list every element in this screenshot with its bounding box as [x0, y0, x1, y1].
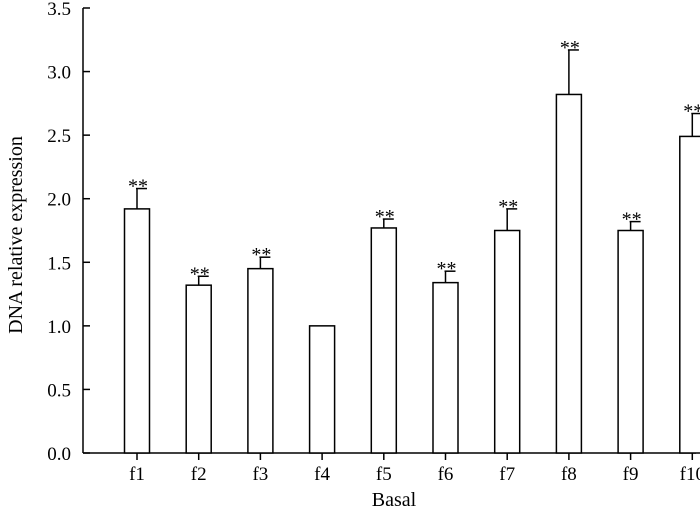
bar: [493, 229, 521, 454]
bars: ** ** ** ** ** ** ** ** **: [123, 37, 700, 454]
bar: [185, 284, 212, 454]
bar: [123, 208, 151, 454]
significance-label: **: [375, 206, 395, 228]
x-tick-label: f3: [252, 464, 268, 485]
bar: [432, 281, 459, 454]
y-tick-label: 3.0: [47, 63, 71, 84]
significance-label: **: [498, 196, 518, 218]
y-tick-label: 0.5: [47, 380, 71, 401]
significance-label: **: [437, 258, 457, 280]
y-axis-title: DNA relative expression: [5, 136, 27, 334]
x-tick-label: f7: [499, 464, 515, 485]
significance-label: **: [190, 263, 210, 285]
x-tick-label: f9: [623, 464, 639, 485]
y-axis: 0.0 0.5 1.0 1.5 2.0 2.5 3.0 3.5: [47, 0, 90, 465]
significance-label: **: [251, 244, 271, 266]
y-tick-label: 0.0: [47, 444, 71, 465]
bar: [308, 325, 336, 454]
x-tick-label: f1: [129, 464, 145, 485]
significance-label: **: [622, 209, 642, 231]
significance-label: **: [128, 176, 148, 198]
x-tick-label: f10: [680, 464, 700, 485]
x-tick-label: f2: [191, 464, 207, 485]
y-tick-label: 1.0: [47, 317, 71, 338]
bar: [370, 227, 398, 454]
x-tick-label: f6: [438, 464, 454, 485]
y-tick-label: 3.5: [47, 0, 71, 20]
y-tick-label: 2.5: [47, 126, 71, 147]
y-tick-label: 1.5: [47, 253, 71, 274]
x-tick-label: f4: [314, 464, 330, 485]
x-tick-label: f5: [376, 464, 392, 485]
significance-label: **: [683, 101, 700, 123]
bar: [679, 135, 700, 454]
bar: [247, 267, 274, 454]
x-tick-label: f8: [561, 464, 577, 485]
y-tick-label: 2.0: [47, 190, 71, 211]
x-axis-title: Basal: [372, 489, 417, 511]
x-axis: f1 f2 f3 f4 f5 f6 f7 f8 f9 f10: [83, 452, 700, 485]
significance-label: **: [560, 37, 580, 59]
bar: [555, 93, 583, 454]
bar: [617, 229, 644, 454]
